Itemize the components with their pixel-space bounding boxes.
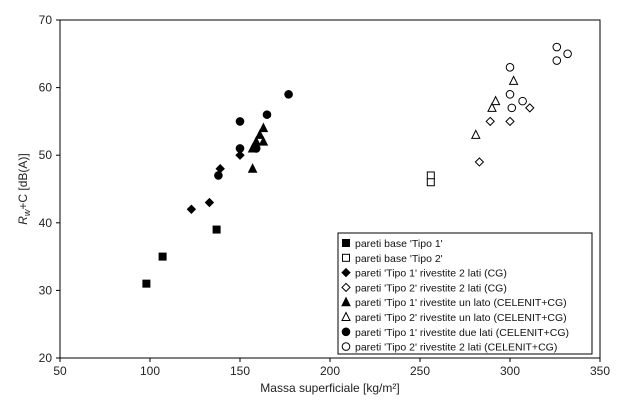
data-point — [186, 204, 197, 214]
x-tick-label: 250 — [410, 364, 430, 378]
data-point — [262, 110, 272, 119]
x-tick-label: 150 — [230, 364, 250, 378]
data-point — [254, 129, 265, 139]
data-point — [212, 225, 221, 234]
y-tick-label: 40 — [39, 216, 53, 230]
legend-label: pareti 'Tipo 2' rivestite 2 lati (CELENI… — [355, 342, 557, 354]
legend-label: pareti 'Tipo 1' rivestite 2 lati (CG) — [355, 268, 507, 280]
legend-marker — [341, 342, 351, 351]
data-point — [552, 56, 562, 65]
legend-marker — [342, 239, 350, 247]
data-point — [426, 171, 435, 180]
legend-label: pareti base 'Tipo 2' — [355, 253, 443, 265]
data-point — [505, 90, 515, 99]
data-point — [214, 171, 223, 180]
legend-label: pareti 'Tipo 2' rivestite un lato (CELEN… — [355, 312, 567, 324]
data-point — [505, 116, 515, 127]
data-point — [235, 150, 245, 160]
data-point — [258, 122, 269, 133]
data-point — [552, 42, 562, 52]
legend-marker — [342, 253, 350, 262]
data-point — [487, 102, 497, 112]
legend-marker — [341, 311, 351, 321]
data-point — [525, 103, 535, 113]
x-tick-label: 300 — [500, 364, 520, 378]
legend-label: pareti 'Tipo 2' rivestite 2 lati (CG) — [355, 282, 507, 294]
x-axis-ticks: 50 100 150 200 250 300 350 — [53, 358, 610, 378]
data-point — [518, 96, 527, 106]
data-point — [158, 252, 167, 261]
y-tick-label: 30 — [39, 283, 53, 297]
data-point — [474, 157, 485, 167]
data-point — [258, 136, 269, 146]
data-point — [235, 144, 245, 153]
data-points — [142, 42, 572, 288]
legend: pareti base 'Tipo 1' pareti base 'Tipo 2'… — [337, 232, 593, 355]
data-point — [247, 163, 258, 173]
legend-box — [337, 232, 593, 355]
legend-label: pareti base 'Tipo 1' — [355, 238, 443, 250]
data-point — [505, 63, 515, 72]
y-tick-label: 20 — [39, 351, 53, 365]
x-axis-title: Massa superficiale [kg/m²] — [260, 381, 399, 395]
legend-marker — [341, 296, 351, 307]
data-point — [251, 144, 261, 153]
data-point — [426, 178, 435, 187]
data-point — [563, 49, 572, 59]
y-tick-label: 50 — [39, 148, 53, 162]
data-point — [490, 95, 501, 106]
x-tick-label: 200 — [320, 364, 340, 378]
data-point — [204, 197, 215, 208]
legend-label: pareti 'Tipo 1' rivestite un lato (CELEN… — [355, 297, 567, 309]
x-tick-label: 350 — [590, 364, 610, 378]
y-axis-ticks: 20 30 40 50 60 70 — [39, 13, 60, 365]
x-tick-label: 50 — [53, 364, 67, 378]
data-point — [470, 129, 481, 139]
legend-marker — [341, 327, 351, 337]
data-point — [142, 279, 151, 288]
y-tick-label: 60 — [39, 81, 53, 95]
data-point — [235, 117, 245, 126]
data-point — [284, 90, 293, 99]
y-axis-title: Rw+C [dB(A)] — [16, 153, 32, 225]
x-tick-label: 100 — [140, 364, 160, 378]
legend-items: pareti base 'Tipo 1' pareti base 'Tipo 2'… — [341, 238, 569, 354]
legend-label: pareti 'Tipo 1' rivestite due lati (CELE… — [355, 327, 569, 339]
data-point — [507, 103, 517, 113]
legend-marker — [341, 267, 351, 278]
data-point — [508, 75, 519, 85]
legend-marker — [341, 282, 351, 293]
data-point — [485, 116, 495, 127]
y-tick-label: 70 — [39, 13, 53, 27]
